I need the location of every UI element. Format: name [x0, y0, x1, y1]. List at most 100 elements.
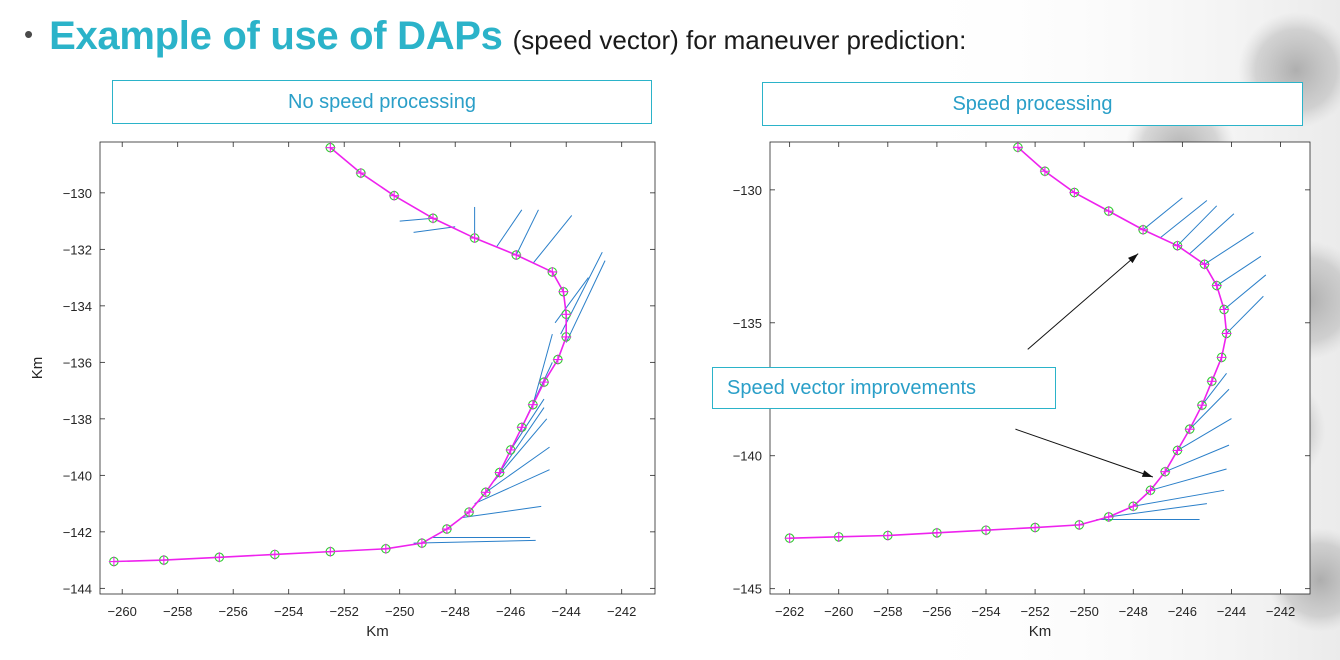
chart-no-speed-processing: −260 −258 −256 −254 −252 −250 −248 −246 −244 −242…	[29, 141, 656, 640]
plus-marker	[552, 354, 563, 365]
plus-marker	[441, 524, 452, 535]
plus-marker	[214, 552, 225, 563]
annotation-arrow-line	[1015, 428, 1154, 478]
speed-vector-line	[485, 446, 550, 493]
y-tick-label: −132	[63, 242, 92, 257]
x-tick-label: −250	[385, 604, 414, 619]
speed-vector-line	[1142, 197, 1183, 231]
plus-marker	[981, 525, 991, 536]
speed-vector-line	[1216, 255, 1262, 286]
speed-vector-line	[554, 277, 589, 324]
plus-marker	[325, 142, 336, 153]
x-tick-label: −254	[274, 604, 303, 619]
speed-vectors	[399, 206, 606, 544]
plus-marker	[1138, 224, 1149, 235]
plus-marker	[931, 527, 942, 538]
title-main: Example of use of DAPs	[49, 14, 503, 58]
panel-label-no-speed-processing: No speed processing	[112, 80, 652, 124]
x-axis-label: Km	[366, 623, 389, 640]
plus-marker	[1103, 511, 1114, 522]
annotation-arrowhead	[1141, 470, 1153, 478]
y-tick-label: −145	[733, 582, 762, 597]
plus-marker	[1074, 519, 1085, 530]
annotation-arrows	[1015, 253, 1154, 478]
y-tick-label: −134	[63, 299, 92, 314]
plus-marker	[1172, 240, 1183, 251]
speed-vector-line	[515, 209, 539, 256]
y-tick-label: −144	[63, 581, 92, 596]
plus-marker	[1030, 522, 1041, 533]
plus-marker	[428, 213, 438, 224]
plus-marker	[1039, 166, 1050, 177]
speed-vector-line	[413, 226, 456, 233]
plus-marker	[480, 487, 491, 498]
track-series	[113, 147, 568, 563]
y-tick-label: −140	[63, 468, 92, 483]
plus-marker	[539, 377, 549, 388]
plus-marker	[1184, 424, 1195, 435]
annotation-arrowhead	[1128, 253, 1139, 264]
annotation-arrow-line	[1027, 253, 1139, 350]
speed-vector-line	[1189, 388, 1230, 430]
speed-vector-line	[1108, 503, 1207, 518]
y-tick-label: −136	[63, 355, 92, 370]
plus-marker	[464, 507, 475, 518]
y-tick-label: −130	[733, 183, 762, 198]
plus-marker	[325, 546, 336, 557]
x-tick-label: −242	[607, 604, 636, 619]
speed-vector-line	[1164, 444, 1230, 473]
speed-vector-line	[1201, 373, 1227, 406]
plus-marker	[1128, 501, 1139, 512]
speed-vector-line	[1189, 213, 1235, 255]
y-axis-label: Km	[29, 357, 46, 380]
speed-vector-line	[474, 469, 550, 505]
plus-marker	[269, 549, 280, 560]
plus-marker	[527, 399, 538, 410]
x-tick-label: −244	[552, 604, 581, 619]
speed-vector-line	[1204, 231, 1254, 265]
y-tick-label: −142	[63, 525, 92, 540]
plus-marker	[380, 543, 391, 554]
plus-marker	[1206, 376, 1217, 387]
x-tick-label: −244	[1217, 604, 1246, 619]
plus-marker	[882, 530, 893, 541]
plus-marker	[1221, 328, 1232, 339]
plus-marker	[158, 555, 169, 566]
track-series	[789, 146, 1228, 539]
series-plus	[108, 142, 572, 567]
plus-marker	[469, 233, 480, 244]
speed-vector-line	[1150, 468, 1227, 491]
plus-marker	[547, 266, 558, 277]
y-tick-label: −138	[63, 412, 92, 427]
plus-marker	[516, 422, 527, 433]
plus-marker	[511, 250, 522, 260]
plus-marker	[1012, 142, 1023, 153]
x-tick-label: −248	[1119, 604, 1148, 619]
plus-marker	[1219, 304, 1230, 315]
plus-marker	[108, 556, 119, 567]
plus-marker	[561, 309, 572, 320]
plus-marker	[1216, 352, 1227, 363]
speed-vector-line	[1177, 205, 1218, 247]
speed-vector-line	[493, 418, 548, 482]
plus-marker	[505, 444, 516, 455]
plus-marker	[784, 533, 795, 544]
plus-marker	[1199, 259, 1210, 270]
annotation-speed-vector-improvements: Speed vector improvements	[712, 367, 1056, 409]
speed-vector-line	[565, 260, 606, 343]
plus-marker	[561, 331, 572, 342]
speed-vector-line	[499, 407, 545, 473]
x-axis: −262 −260 −258 −256 −254 −252 −250 −248 −246 −244…	[775, 142, 1295, 619]
x-tick-label: −262	[775, 604, 804, 619]
speed-vector-line	[1133, 489, 1225, 507]
speed-vector-line	[532, 215, 573, 264]
x-tick-label: −252	[330, 604, 359, 619]
y-tick-label: −135	[733, 316, 762, 331]
speed-vector-line	[510, 398, 545, 451]
x-tick-label: −258	[873, 604, 902, 619]
plus-marker	[1145, 485, 1156, 496]
y-axis: −130 −132 −134 −136 −138 −140 −142 −144	[63, 186, 655, 596]
x-tick-label: −246	[496, 604, 525, 619]
y-axis: −130 −135 −140 −145	[733, 183, 1310, 597]
plus-marker	[416, 538, 427, 549]
